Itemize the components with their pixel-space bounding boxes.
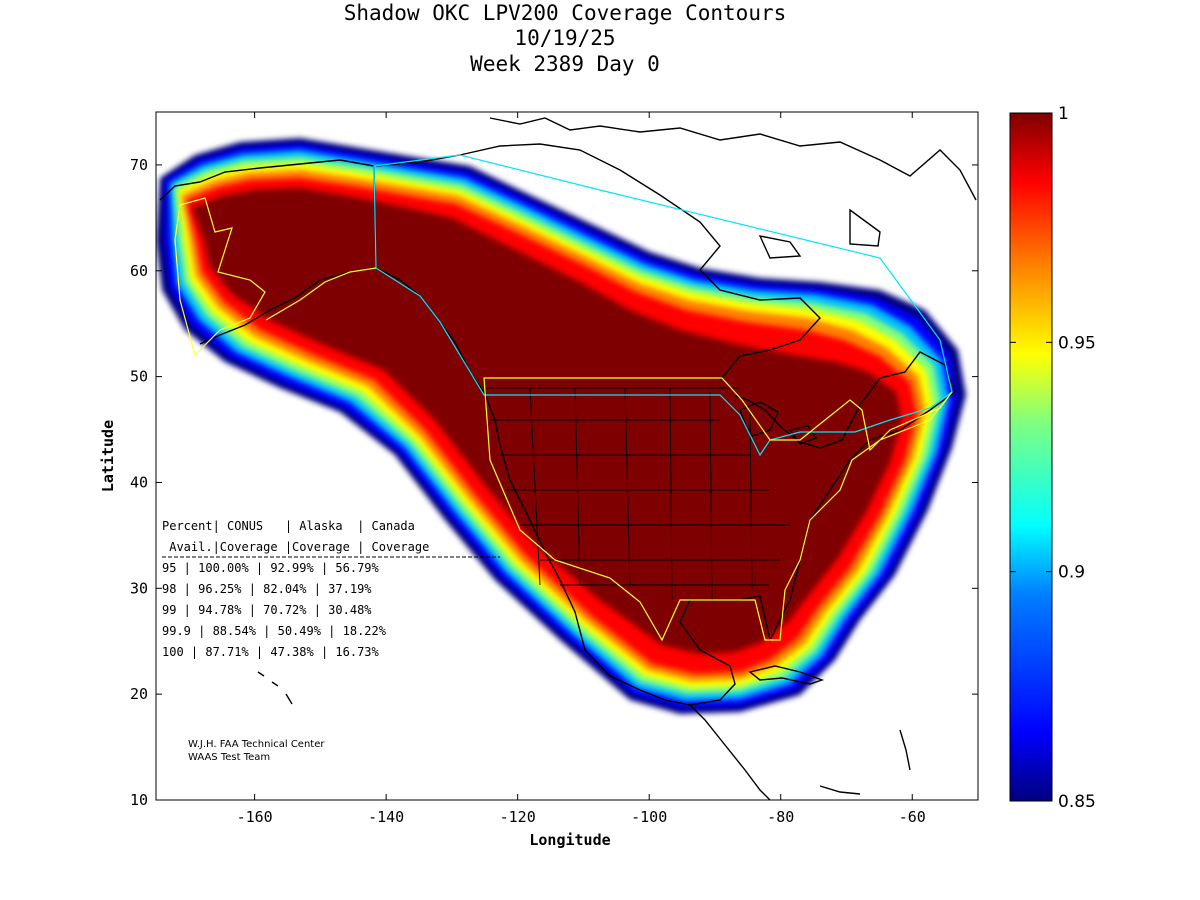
service-volumes bbox=[174, 154, 953, 642]
stats-row: 99.9 | 88.54% | 50.49% | 18.22% bbox=[162, 624, 387, 638]
colorbar-gradient bbox=[1009, 112, 1053, 802]
stats-row: 100 | 87.71% | 47.38% | 16.73% bbox=[162, 645, 380, 659]
credit-line-2: WAAS Test Team bbox=[188, 752, 270, 763]
colorbar-tick-label: 0.85 bbox=[1058, 792, 1096, 812]
conus-service-volume bbox=[483, 377, 953, 642]
alaska-service-volume bbox=[174, 197, 377, 357]
x-axis: -160 -140 -120 -100 -80 -60 bbox=[237, 112, 926, 826]
colorbar-tick-label: 0.9 bbox=[1058, 563, 1085, 583]
chart-week-day: Week 2389 Day 0 bbox=[470, 52, 660, 76]
y-tick-label: 50 bbox=[130, 368, 148, 386]
y-tick-label: 30 bbox=[130, 579, 148, 597]
x-tick-label: -120 bbox=[500, 808, 536, 826]
colorbar-tick-label: 1 bbox=[1058, 104, 1069, 124]
x-axis-label: Longitude bbox=[529, 831, 610, 849]
y-tick-label: 70 bbox=[130, 156, 148, 174]
stats-header-2: Avail.|Coverage |Coverage | Coverage bbox=[162, 540, 429, 554]
chart-title: Shadow OKC LPV200 Coverage Contours bbox=[343, 1, 787, 25]
x-tick-label: -80 bbox=[767, 808, 794, 826]
coverage-stats-table: Percent| CONUS | Alaska | Canada Avail.|… bbox=[162, 519, 500, 659]
x-tick-label: -140 bbox=[368, 808, 404, 826]
cuba bbox=[748, 665, 825, 685]
colorbar: 1 0.95 0.9 0.85 bbox=[1009, 104, 1096, 812]
caribbean-islands bbox=[819, 729, 911, 795]
stats-header-1: Percent| CONUS | Alaska | Canada bbox=[162, 519, 415, 533]
hawaii bbox=[257, 671, 293, 705]
alaska-south-coast bbox=[199, 267, 375, 345]
credit-line-1: W.J.H. FAA Technical Center bbox=[188, 739, 325, 750]
y-tick-label: 60 bbox=[130, 262, 148, 280]
y-tick-label: 20 bbox=[130, 685, 148, 703]
y-tick-label: 40 bbox=[130, 473, 148, 491]
plot-frame bbox=[155, 111, 979, 801]
central-america bbox=[689, 704, 771, 800]
canada-service-volume bbox=[373, 154, 953, 457]
state-boundaries bbox=[484, 387, 790, 601]
canada-arctic-coast bbox=[375, 143, 821, 381]
colorbar-tick-label: 0.95 bbox=[1058, 333, 1096, 353]
stats-row: 99 | 94.78% | 70.72% | 30.48% bbox=[162, 603, 372, 617]
contour-1.0 bbox=[192, 188, 902, 654]
stats-row: 98 | 96.25% | 82.04% | 37.19% bbox=[162, 582, 372, 596]
arctic-islands bbox=[489, 117, 977, 259]
y-axis: 10 20 30 40 50 60 70 bbox=[130, 156, 978, 809]
x-tick-label: -60 bbox=[899, 808, 926, 826]
chart-date: 10/19/25 bbox=[514, 26, 616, 50]
gulf-coast bbox=[679, 351, 956, 706]
y-axis-label: Latitude bbox=[99, 420, 117, 492]
colorbar-ticks: 1 0.95 0.9 0.85 bbox=[1010, 104, 1096, 812]
x-tick-label: -160 bbox=[237, 808, 273, 826]
y-tick-label: 10 bbox=[130, 791, 148, 809]
stats-row: 95 | 100.00% | 92.99% | 56.79% bbox=[162, 561, 380, 575]
x-tick-label: -100 bbox=[631, 808, 667, 826]
